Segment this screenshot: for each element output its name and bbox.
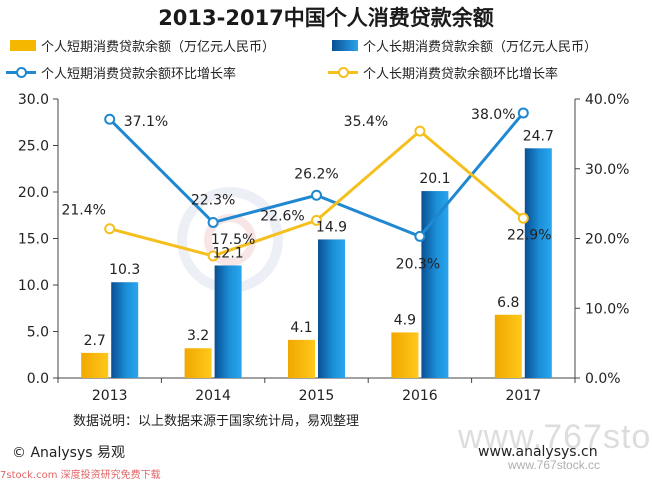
- bar-label-short-term-balance: 2.7: [84, 333, 106, 349]
- y-right-tick-label: 10.0%: [585, 301, 629, 317]
- bar-short-term-balance: [494, 314, 522, 378]
- legend-swatch-short-term-growth: [6, 67, 36, 78]
- point-long-term-growth: [207, 250, 219, 262]
- point-label-long-term-growth: 17.5%: [211, 232, 255, 248]
- legend-long-term-growth: 个人长期消费贷款余额环比增长率: [328, 63, 558, 82]
- point-label-short-term-growth: 22.3%: [191, 192, 235, 208]
- y-left-tick-label: 25.0: [18, 139, 49, 155]
- bar-short-term-balance: [81, 352, 109, 378]
- point-label-short-term-growth: 26.2%: [294, 166, 338, 182]
- y-left-tick-label: 10.0: [18, 278, 49, 294]
- point-short-term-growth: [517, 107, 529, 119]
- point-long-term-growth: [104, 223, 116, 235]
- bar-label-long-term-balance: 24.7: [523, 128, 554, 144]
- footer-website: www.analysys.cn: [478, 444, 598, 460]
- bar-label-short-term-balance: 6.8: [497, 295, 519, 311]
- point-short-term-growth: [414, 230, 426, 242]
- bar-label-long-term-balance: 12.1: [213, 245, 244, 261]
- point-label-long-term-growth: 22.9%: [507, 227, 551, 243]
- point-label-long-term-growth: 22.6%: [260, 208, 304, 224]
- legend-long-term-balance: 个人长期消费贷款余额（万亿元人民币）: [332, 36, 597, 55]
- bar-label-short-term-balance: 3.2: [187, 328, 209, 344]
- x-tick-label: 2016: [402, 388, 438, 404]
- bar-long-term-balance: [111, 282, 139, 378]
- x-tick-label: 2015: [299, 388, 335, 404]
- point-long-term-growth: [414, 125, 426, 137]
- y-left-tick-label: 20.0: [18, 185, 49, 201]
- bar-long-term-balance: [318, 239, 345, 378]
- y-left-tick-label: 15.0: [18, 232, 49, 248]
- y-right-tick-label: 30.0%: [585, 162, 629, 178]
- y-right-tick-label: 20.0%: [585, 232, 629, 248]
- bar-short-term-balance: [288, 339, 315, 378]
- y-right-tick-label: 0.0%: [585, 371, 621, 387]
- bar-long-term-balance: [524, 148, 552, 378]
- bar-label-long-term-balance: 14.9: [316, 219, 347, 235]
- legend-short-term-balance: 个人短期消费贷款余额（万亿元人民币）: [10, 36, 275, 55]
- x-tick-label: 2013: [92, 388, 128, 404]
- point-label-short-term-growth: 20.3%: [396, 256, 440, 272]
- legend-label-long-term-balance: 个人长期消费贷款余额（万亿元人民币）: [363, 40, 598, 55]
- point-label-long-term-growth: 21.4%: [61, 203, 105, 219]
- bar-long-term-balance: [214, 265, 242, 378]
- point-long-term-growth: [517, 212, 529, 224]
- footer-copyright: © Analysys 易观: [12, 445, 125, 461]
- watermark-corner: www.767stock.cc: [458, 418, 652, 456]
- y-left-tick-label: 0.0: [27, 371, 49, 387]
- y-right-tick-label: 40.0%: [585, 92, 629, 108]
- bar-short-term-balance: [391, 332, 419, 378]
- legend-swatch-short-term-balance: [10, 40, 36, 51]
- bar-label-long-term-balance: 20.1: [419, 171, 450, 187]
- y-left-tick-label: 5.0: [27, 325, 49, 341]
- point-short-term-growth: [104, 113, 116, 125]
- watermark-bottom-right: www.767stock.cc: [508, 458, 601, 472]
- legend-swatch-long-term-balance: [332, 40, 358, 51]
- legend-label-long-term-growth: 个人长期消费贷款余额环比增长率: [363, 67, 559, 82]
- x-tick-label: 2014: [195, 388, 231, 404]
- x-tick-label: 2017: [505, 388, 541, 404]
- point-short-term-growth: [207, 216, 219, 228]
- legend-short-term-growth: 个人短期消费贷款余额环比增长率: [6, 63, 236, 82]
- legend-label-short-term-balance: 个人短期消费贷款余额（万亿元人民币）: [41, 40, 276, 55]
- bar-long-term-balance: [421, 191, 449, 378]
- data-source-note: 数据说明：以上数据来源于国家统计局，易观整理: [73, 414, 360, 429]
- point-label-short-term-growth: 37.1%: [124, 114, 168, 130]
- bar-label-short-term-balance: 4.9: [394, 312, 416, 328]
- point-short-term-growth: [311, 189, 322, 201]
- point-label-long-term-growth: 35.4%: [344, 114, 388, 130]
- y-left-tick-label: 30.0: [18, 92, 49, 108]
- bar-label-short-term-balance: 4.1: [290, 320, 312, 336]
- legend-label-short-term-growth: 个人短期消费贷款余额环比增长率: [41, 67, 237, 82]
- point-label-short-term-growth: 38.0%: [471, 107, 515, 123]
- chart-title: 2013-2017中国个人消费贷款余额: [158, 6, 494, 30]
- watermark-bottom-left: 7stock.com 深度投资研究免费下载: [0, 470, 161, 481]
- bar-short-term-balance: [184, 348, 212, 378]
- legend-swatch-long-term-growth: [328, 67, 358, 78]
- bar-label-long-term-balance: 10.3: [109, 262, 140, 278]
- point-long-term-growth: [311, 214, 322, 226]
